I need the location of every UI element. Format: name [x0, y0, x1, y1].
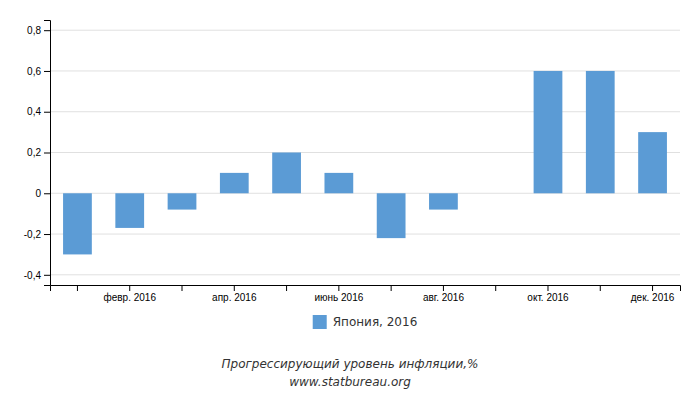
y-tick-mark: [44, 30, 50, 31]
x-tick-mark: [338, 285, 339, 291]
legend-swatch: [313, 315, 327, 329]
y-tick-mark: [44, 234, 50, 235]
bar: [534, 71, 563, 193]
y-tick-mark: [44, 153, 50, 154]
y-axis: -0,4 -0,2 0 0,2 0,4 0,6 0,8: [24, 21, 51, 286]
x-tick-mark: [286, 285, 287, 291]
chart: -0,4 -0,2 0 0,2 0,4 0,6 0,8 февр. 2016 апр. 2016…: [0, 0, 700, 400]
y-tick: -0,2: [24, 229, 50, 240]
bar: [115, 193, 144, 228]
x-tick-label: апр. 2016: [212, 292, 257, 303]
y-tick-label: -0,4: [24, 270, 42, 281]
footer-note: www.statbureau.org: [289, 375, 411, 389]
x-tick: [286, 285, 287, 291]
x-tick: [391, 285, 392, 291]
x-tick-label: окт. 2016: [527, 292, 569, 303]
x-tick-label: февр. 2016: [103, 292, 156, 303]
grid-line: [50, 193, 680, 194]
grid-line: [50, 111, 680, 112]
legend: Япония, 2016: [313, 315, 418, 329]
y-tick: 0: [35, 188, 50, 199]
bar: [63, 193, 92, 254]
bar: [429, 193, 458, 209]
y-tick-label: 0,6: [27, 66, 41, 77]
x-tick: дек. 2016: [631, 285, 675, 303]
grid-line: [50, 70, 680, 71]
bar: [481, 193, 510, 194]
x-tick-label: авг. 2016: [423, 292, 465, 303]
y-tick-mark: [44, 112, 50, 113]
grid-line: [50, 30, 680, 31]
x-tick-label: дек. 2016: [631, 292, 675, 303]
bar: [168, 193, 197, 209]
x-tick: окт. 2016: [527, 285, 569, 303]
y-tick: 0,4: [27, 106, 50, 117]
bar: [272, 153, 301, 194]
x-tick: авг. 2016: [423, 285, 465, 303]
bar: [220, 173, 249, 193]
x-tick-mark: [600, 285, 601, 291]
y-tick-label: 0,8: [27, 25, 41, 36]
x-tick-mark: [182, 285, 183, 291]
y-tick: 0,8: [27, 25, 50, 36]
bar: [586, 71, 615, 193]
grid-line: [50, 234, 680, 235]
x-tick-mark: [443, 285, 444, 291]
footer-note: Прогрессирующий уровень инфляции,%: [222, 357, 479, 371]
x-tick: апр. 2016: [212, 285, 257, 303]
x-tick-label: июнь 2016: [314, 292, 363, 303]
legend-label: Япония, 2016: [333, 315, 418, 329]
grid-line: [50, 274, 680, 275]
x-tick-mark: [495, 285, 496, 291]
x-tick-mark: [391, 285, 392, 291]
y-tick-label: 0,2: [27, 147, 41, 158]
x-tick: [600, 285, 601, 291]
x-tick: [495, 285, 496, 291]
x-tick: [77, 285, 78, 291]
plot: -0,4 -0,2 0 0,2 0,4 0,6 0,8 февр. 2016 апр. 2016…: [24, 21, 681, 304]
x-tick-mark: [547, 285, 548, 291]
bar: [377, 193, 406, 238]
grid-line: [50, 152, 680, 153]
y-tick-label: 0,4: [27, 106, 41, 117]
x-axis-line: [51, 286, 681, 292]
x-tick-mark: [652, 285, 653, 291]
bars: [63, 71, 667, 254]
y-axis-line: [44, 21, 51, 286]
y-tick-mark: [44, 193, 50, 194]
y-tick-mark: [44, 275, 50, 276]
y-tick-mark: [44, 71, 50, 72]
grid: [50, 30, 680, 275]
y-tick: -0,4: [24, 270, 50, 281]
bar: [638, 132, 667, 193]
x-tick: февр. 2016: [103, 285, 156, 303]
x-tick-mark: [77, 285, 78, 291]
x-tick: июнь 2016: [314, 285, 363, 303]
y-tick: 0,6: [27, 66, 50, 77]
x-axis: февр. 2016 апр. 2016 июнь 2016 авг. 2016 окт…: [51, 285, 681, 303]
x-tick-mark: [129, 285, 130, 291]
y-tick-label: 0: [35, 188, 41, 199]
y-tick-label: -0,2: [24, 229, 42, 240]
bar: [324, 173, 353, 193]
x-tick: [182, 285, 183, 291]
x-tick-mark: [234, 285, 235, 291]
y-tick: 0,2: [27, 147, 50, 158]
